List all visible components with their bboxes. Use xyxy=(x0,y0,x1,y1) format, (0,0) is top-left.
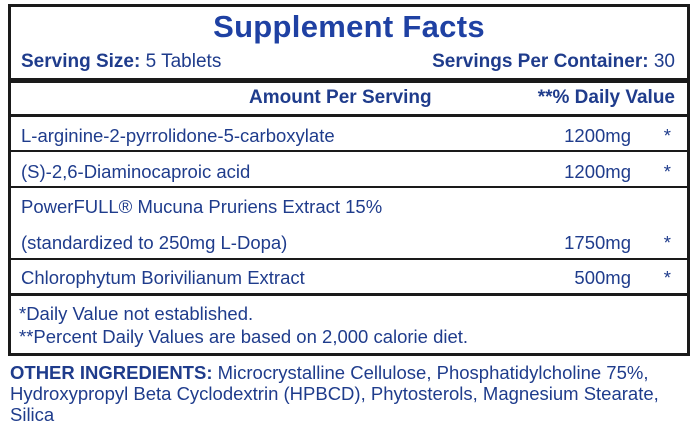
divider xyxy=(11,186,687,188)
other-ingredients-label: OTHER INGREDIENTS: xyxy=(10,362,213,383)
ingredient-dv: * xyxy=(663,125,671,146)
servings-value: 30 xyxy=(653,51,675,72)
ingredient-dv: * xyxy=(663,232,671,253)
ingredient-amount: 1200mg xyxy=(564,125,631,146)
divider xyxy=(11,258,687,260)
servings-per-container: Servings Per Container: 30 xyxy=(432,51,675,73)
ingredient-amount: 500mg xyxy=(574,267,631,288)
ingredient-name-detail: (standardized to 250mg L-Dopa) xyxy=(21,232,288,253)
footnote-percent: **Percent Daily Values are based on 2,00… xyxy=(19,326,469,347)
ingredient-amount: 1750mg xyxy=(564,232,631,253)
serving-size: Serving Size: 5 Tablets xyxy=(21,51,221,73)
divider xyxy=(11,150,687,152)
ingredient-dv: * xyxy=(663,161,671,182)
divider xyxy=(11,114,687,117)
ingredient-dv: * xyxy=(663,267,671,288)
panel-title: Supplement Facts xyxy=(213,9,485,44)
footnote-daily-value: *Daily Value not established. xyxy=(19,303,254,324)
other-ingredients-text: Microcrystalline Cellulose, Phosphatidyl… xyxy=(10,362,659,425)
divider xyxy=(11,293,687,296)
ingredient-name: Chlorophytum Borivilianum Extract xyxy=(21,267,305,288)
other-ingredients: OTHER INGREDIENTS: Microcrystalline Cell… xyxy=(10,362,690,425)
servings-label: Servings Per Container: xyxy=(432,51,649,72)
ingredient-amount: 1200mg xyxy=(564,161,631,182)
ingredient-name: (S)-2,6-Diaminocaproic acid xyxy=(21,161,251,182)
divider-thick xyxy=(11,78,687,83)
ingredient-name: PowerFULL® Mucuna Pruriens Extract 15% xyxy=(21,196,383,217)
amount-header: Amount Per Serving xyxy=(249,87,432,108)
serving-size-label: Serving Size: xyxy=(21,51,141,72)
daily-value-header: **% Daily Value xyxy=(537,87,675,108)
serving-size-value: 5 Tablets xyxy=(145,51,222,72)
supplement-facts-panel: Supplement Facts Serving Size: 5 Tablets… xyxy=(8,4,690,356)
ingredient-name: L-arginine-2-pyrrolidone-5-carboxylate xyxy=(21,125,335,146)
